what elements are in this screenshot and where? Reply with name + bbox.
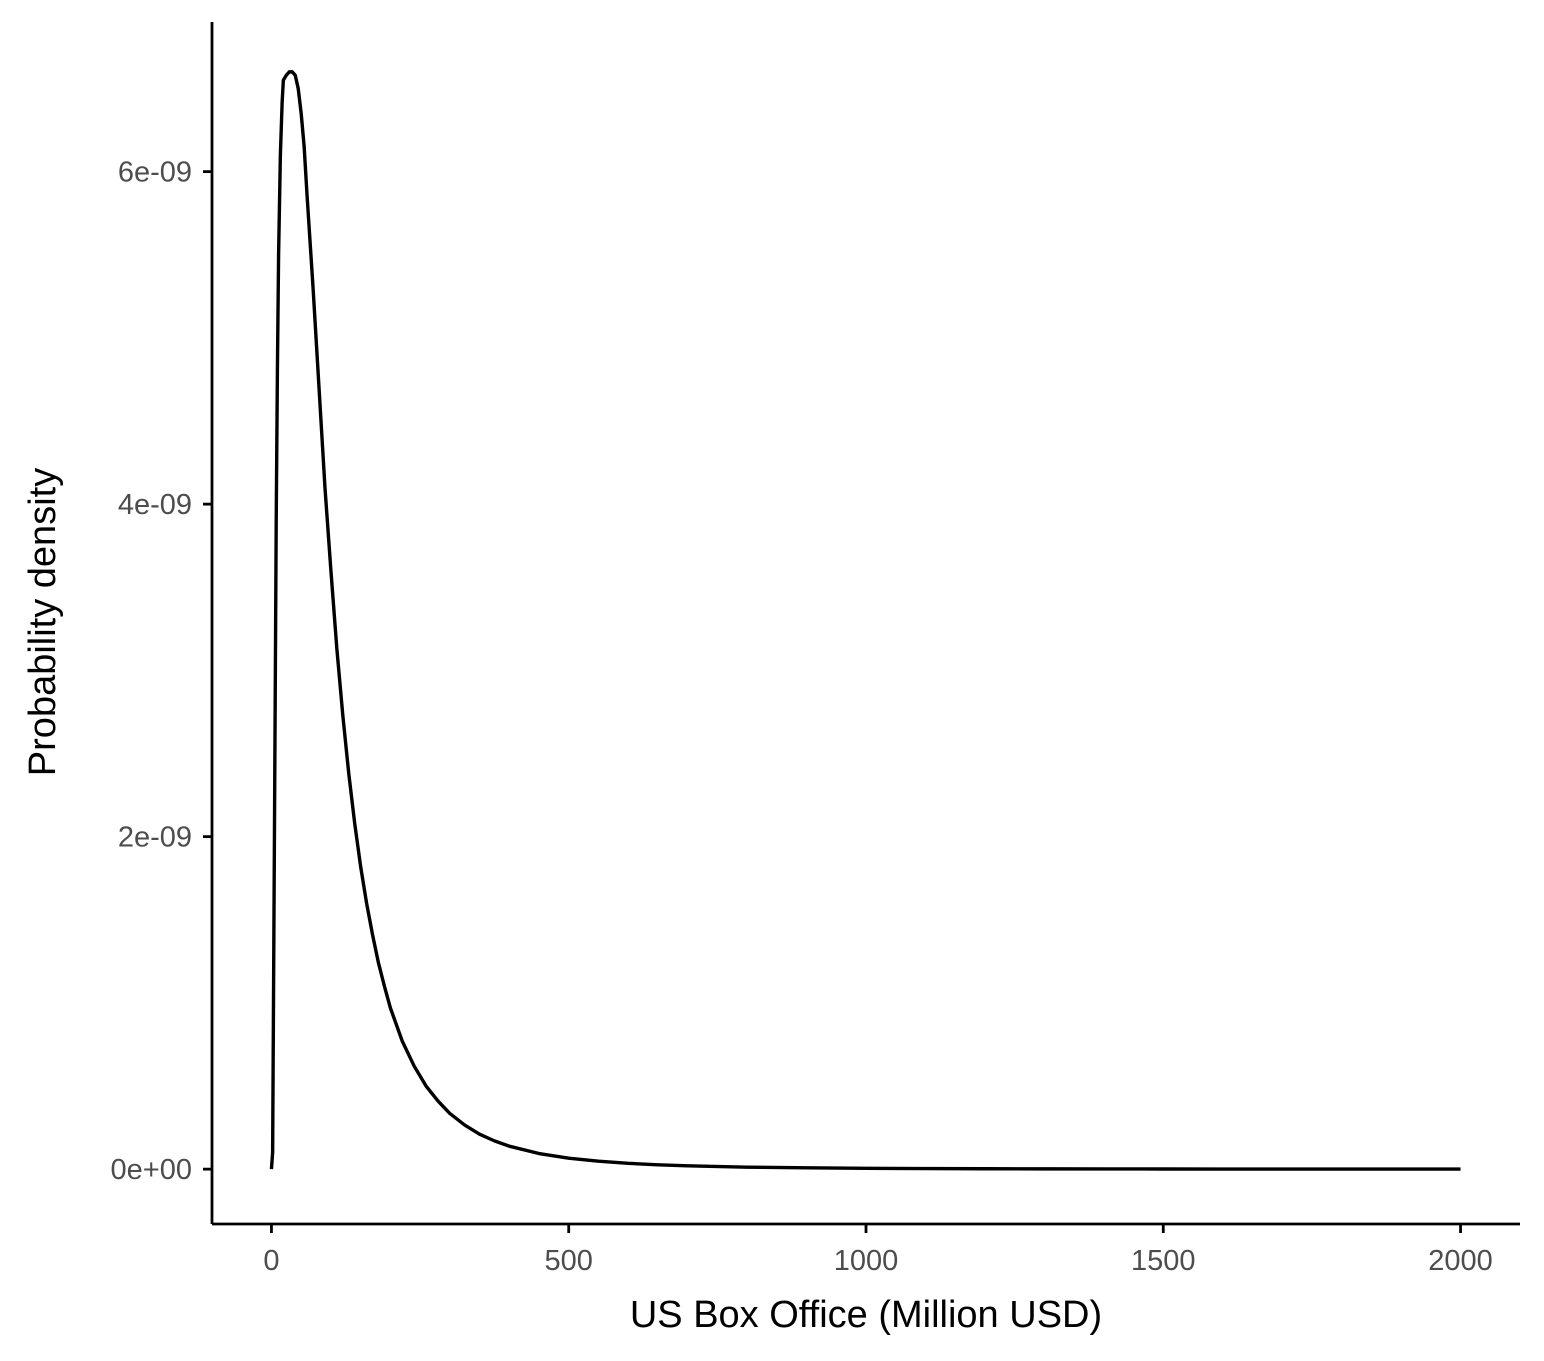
y-axis-ticks: 0e+00 2e-09 4e-09 6e-09 <box>111 157 212 1186</box>
series-layer <box>269 70 1461 1171</box>
x-tick-label-4: 2000 <box>1428 1245 1493 1277</box>
x-axis-title: US Box Office (Million USD) <box>630 1294 1102 1336</box>
plot-area: 0 500 1000 1500 2000 0e+00 2e-09 4e-09 6e-09 <box>111 22 1520 1277</box>
y-axis-title: Probability density <box>22 468 64 776</box>
x-tick-label-2: 1000 <box>834 1245 899 1277</box>
x-tick-label-0: 0 <box>263 1245 279 1277</box>
y-tick-label-1: 2e-09 <box>118 822 192 854</box>
y-tick-label-3: 6e-09 <box>118 157 192 189</box>
y-tick-label-0: 0e+00 <box>111 1154 192 1186</box>
y-tick-label-2: 4e-09 <box>118 489 192 521</box>
x-tick-label-1: 500 <box>545 1245 593 1277</box>
x-axis-ticks: 0 500 1000 1500 2000 <box>263 1224 1493 1277</box>
x-tick-label-3: 1500 <box>1131 1245 1196 1277</box>
series-line-density <box>269 70 1461 1171</box>
